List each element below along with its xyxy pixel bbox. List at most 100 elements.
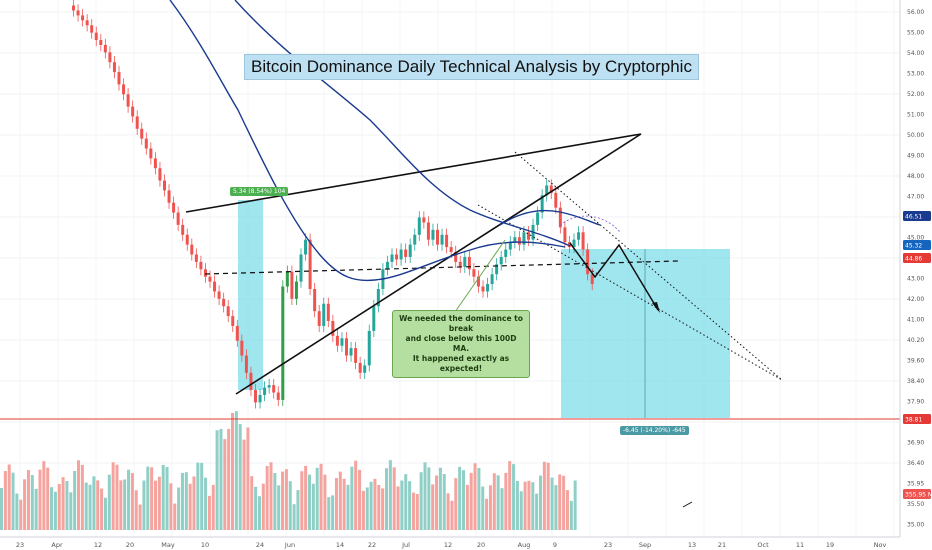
- volume-bar: [546, 462, 550, 530]
- price-tick: 50.00: [907, 132, 924, 139]
- volume-bar: [165, 467, 169, 530]
- candle: [540, 189, 544, 219]
- candle: [231, 309, 235, 333]
- candle: [254, 383, 257, 409]
- time-tick: 14: [336, 541, 344, 549]
- candle: [345, 332, 348, 362]
- candle: [240, 334, 244, 362]
- volume-bar: [211, 484, 215, 530]
- volume-bar: [388, 460, 392, 530]
- candle: [112, 56, 116, 79]
- volume-bar: [238, 424, 242, 530]
- price-tick: 51.00: [907, 112, 924, 119]
- volume-bar: [408, 481, 412, 530]
- volume-bar: [481, 486, 485, 530]
- volume-bar: [115, 464, 119, 530]
- candle: [203, 263, 207, 283]
- time-tick: Nov: [874, 541, 887, 549]
- candle: [385, 255, 389, 276]
- candle: [545, 179, 549, 202]
- volume-bar: [254, 486, 258, 530]
- candle: [472, 263, 476, 283]
- candle: [481, 280, 485, 298]
- volume-bar: [119, 480, 123, 530]
- candle: [81, 9, 85, 27]
- candle: [577, 226, 581, 246]
- candle: [436, 223, 439, 251]
- volume-bar: [88, 484, 92, 530]
- neckline: [204, 260, 679, 275]
- volume-bar: [508, 461, 512, 530]
- price-tick: 36.40: [907, 460, 924, 467]
- volume-bar: [423, 462, 427, 530]
- volume-bar: [338, 471, 342, 530]
- stray-mark: [682, 501, 693, 508]
- volume-bar: [573, 480, 577, 530]
- dotted-lower: [477, 204, 783, 381]
- volume-bar: [242, 439, 246, 530]
- volume-bar: [492, 473, 496, 530]
- price-tick: 37.90: [907, 399, 924, 406]
- volume-bar: [111, 462, 115, 530]
- candle: [549, 179, 553, 200]
- candle: [413, 228, 417, 251]
- volume-bar: [296, 490, 300, 530]
- price-tick: 49.00: [907, 153, 924, 160]
- volume-bar: [92, 476, 96, 530]
- volume-bar: [250, 476, 254, 530]
- candle: [294, 275, 298, 306]
- candle: [326, 297, 330, 328]
- measure-down-label: -6.45 (-14.20%) -645: [620, 426, 689, 435]
- time-tick: 20: [477, 541, 485, 549]
- candle: [349, 341, 353, 362]
- price-tick: 48.00: [907, 173, 924, 180]
- volume-bar: [204, 477, 208, 530]
- ma-short-line: [499, 209, 601, 226]
- projection-path: [569, 242, 659, 311]
- volume-bar: [477, 468, 481, 530]
- candle: [495, 258, 499, 281]
- volume-bar: [100, 488, 104, 530]
- volume-bar: [11, 472, 15, 530]
- volume-bar: [504, 472, 508, 530]
- dotted-upper: [514, 151, 783, 381]
- candle: [135, 110, 139, 135]
- volume-bar: [554, 485, 558, 530]
- callout-pointer: [454, 239, 506, 313]
- volume-bar: [281, 471, 285, 530]
- candle: [504, 243, 508, 264]
- volume-bar: [215, 430, 219, 530]
- candle: [486, 277, 490, 298]
- volume-bar: [550, 477, 554, 530]
- candle: [308, 233, 312, 296]
- candle: [190, 238, 194, 261]
- price-tag: 44.86: [905, 256, 922, 263]
- trend-drawings: [0, 0, 900, 508]
- volume-bar: [223, 439, 227, 530]
- time-axis: 23 Apr 12 20 May 10 24 Jun 14 22 Jul 12 20 Aug 9 23 Sep 1…: [0, 536, 900, 550]
- volume-bar: [7, 464, 11, 530]
- price-axis: 56.00 55.00 54.00 53.00 52.00 51.00 50.00 49.00…: [899, 0, 932, 550]
- volume-bar: [134, 490, 138, 530]
- volume-bar: [257, 496, 261, 530]
- volume-bars: [0, 411, 577, 530]
- candle: [153, 152, 157, 175]
- ma-100-line: [169, 0, 566, 282]
- volume-bar: [146, 466, 150, 530]
- volume-bar: [261, 483, 265, 530]
- annotation-callout: We needed the dominance to break and clo…: [392, 310, 530, 378]
- candle: [454, 245, 458, 269]
- volume-bar: [350, 466, 354, 530]
- price-tag: 46.51: [905, 214, 922, 221]
- volume-bar: [462, 470, 465, 530]
- candle: [181, 218, 185, 241]
- candle: [272, 378, 276, 399]
- candle: [317, 305, 321, 333]
- volume-bar: [246, 427, 250, 530]
- candle: [408, 238, 412, 264]
- volume-bar: [496, 475, 500, 530]
- candle: [213, 275, 217, 298]
- volume-bar: [150, 467, 154, 530]
- volume-bar: [311, 483, 315, 530]
